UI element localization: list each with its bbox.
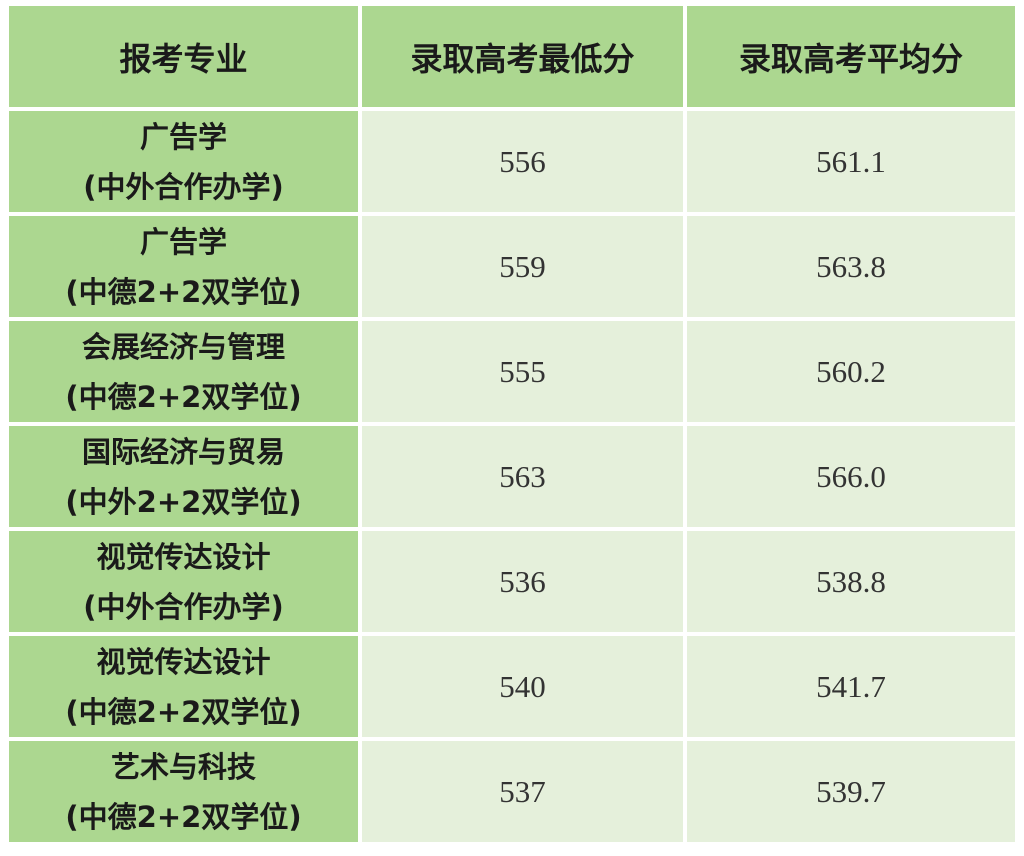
min-score-cell: 537 — [362, 741, 683, 842]
header-min-score: 录取高考最低分 — [362, 6, 683, 107]
avg-score-cell: 539.7 — [687, 741, 1015, 842]
major-name: 艺术与科技 — [110, 749, 256, 784]
admission-scores-table: 报考专业 录取高考最低分 录取高考平均分 广告学 (中外合作办学) 556 561… — [5, 2, 1019, 846]
program-type: (中德2+2双学位) — [65, 274, 302, 309]
avg-score-cell: 561.1 — [687, 111, 1015, 212]
avg-score-cell: 560.2 — [687, 321, 1015, 422]
min-score-cell: 559 — [362, 216, 683, 317]
major-cell: 视觉传达设计 (中德2+2双学位) — [9, 636, 358, 737]
min-score-cell: 555 — [362, 321, 683, 422]
header-avg-score: 录取高考平均分 — [687, 6, 1015, 107]
program-type: (中德2+2双学位) — [65, 379, 302, 414]
major-cell: 视觉传达设计 (中外合作办学) — [9, 531, 358, 632]
table-row: 视觉传达设计 (中德2+2双学位) 540 541.7 — [9, 636, 1015, 737]
avg-score-cell: 538.8 — [687, 531, 1015, 632]
program-type: (中德2+2双学位) — [65, 694, 302, 729]
avg-score-cell: 541.7 — [687, 636, 1015, 737]
major-cell: 会展经济与管理 (中德2+2双学位) — [9, 321, 358, 422]
min-score-cell: 536 — [362, 531, 683, 632]
avg-score-cell: 563.8 — [687, 216, 1015, 317]
table-row: 国际经济与贸易 (中外2+2双学位) 563 566.0 — [9, 426, 1015, 527]
program-type: (中外2+2双学位) — [65, 484, 302, 519]
min-score-cell: 540 — [362, 636, 683, 737]
program-type: (中德2+2双学位) — [65, 799, 302, 834]
major-name: 广告学 — [139, 119, 227, 154]
major-cell: 广告学 (中德2+2双学位) — [9, 216, 358, 317]
major-cell: 艺术与科技 (中德2+2双学位) — [9, 741, 358, 842]
major-name: 会展经济与管理 — [81, 329, 285, 364]
major-name: 国际经济与贸易 — [81, 434, 285, 469]
header-major: 报考专业 — [9, 6, 358, 107]
table-row: 广告学 (中德2+2双学位) 559 563.8 — [9, 216, 1015, 317]
table-row: 视觉传达设计 (中外合作办学) 536 538.8 — [9, 531, 1015, 632]
min-score-cell: 556 — [362, 111, 683, 212]
major-name: 广告学 — [139, 224, 227, 259]
major-name: 视觉传达设计 — [96, 644, 271, 679]
table-row: 会展经济与管理 (中德2+2双学位) 555 560.2 — [9, 321, 1015, 422]
header-row: 报考专业 录取高考最低分 录取高考平均分 — [9, 6, 1015, 107]
major-cell: 广告学 (中外合作办学) — [9, 111, 358, 212]
avg-score-cell: 566.0 — [687, 426, 1015, 527]
program-type: (中外合作办学) — [83, 589, 284, 624]
table-row: 艺术与科技 (中德2+2双学位) 537 539.7 — [9, 741, 1015, 842]
major-cell: 国际经济与贸易 (中外2+2双学位) — [9, 426, 358, 527]
program-type: (中外合作办学) — [83, 169, 284, 204]
major-name: 视觉传达设计 — [96, 539, 271, 574]
table-row: 广告学 (中外合作办学) 556 561.1 — [9, 111, 1015, 212]
min-score-cell: 563 — [362, 426, 683, 527]
